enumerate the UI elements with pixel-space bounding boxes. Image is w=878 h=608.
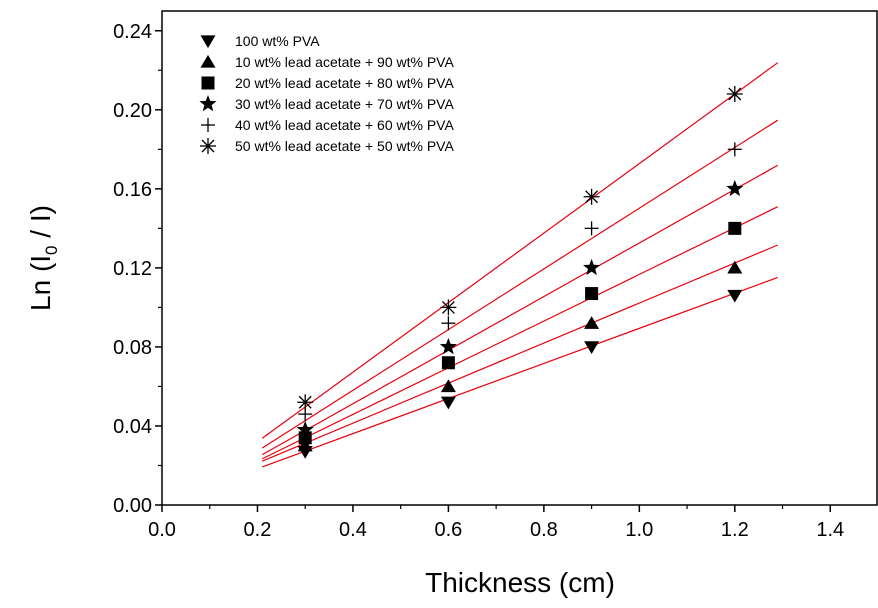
y-tick-label: 0.24: [113, 21, 152, 43]
y-tick-label: 0.20: [113, 100, 152, 122]
data-point-square: [728, 221, 742, 235]
legend: 100 wt% PVA 10 wt% lead acetate + 90 wt% …: [199, 33, 454, 154]
x-tick-label: 0.2: [244, 519, 272, 541]
data-point-square: [441, 356, 455, 370]
data-point-asterisk: [297, 394, 314, 411]
x-tick-label: 0.6: [434, 519, 462, 541]
data-point-asterisk: [440, 299, 457, 316]
data-point-plus: [441, 316, 456, 331]
legend-label: 100 wt% PVA: [235, 33, 320, 49]
y-tick-label: 0.16: [113, 179, 152, 201]
y-tick-label: 0.08: [113, 337, 152, 359]
fit-line: [262, 244, 778, 462]
data-point-triangle-up: [440, 379, 456, 393]
y-tick-label: 0.00: [113, 495, 152, 517]
data-point-triangle-up: [584, 316, 600, 329]
data-point-plus: [727, 142, 742, 157]
legend-symbol-triangle-up: [200, 54, 216, 68]
y-axis-title-end: / I): [25, 205, 56, 245]
data-point-star: [583, 258, 601, 276]
y-axis-title: Ln (I0 / I): [25, 205, 61, 311]
x-tick-label: 1.0: [625, 519, 653, 541]
y-axis-title-main: Ln (I: [25, 255, 56, 311]
legend-label: 10 wt% lead acetate + 90 wt% PVA: [235, 54, 454, 70]
x-tick-label: 0.8: [530, 519, 558, 541]
legend-symbol-asterisk: [200, 138, 216, 154]
data-point-triangle-up: [727, 260, 743, 274]
data-point-triangle-down: [727, 289, 743, 303]
data-point-square: [585, 287, 599, 301]
fit-line: [262, 276, 778, 468]
data-point-asterisk: [583, 188, 600, 205]
data-point-star: [439, 337, 457, 355]
data-point-star: [296, 420, 314, 438]
fit-line: [261, 62, 779, 439]
x-tick-label: 0.0: [148, 519, 176, 541]
fit-lines: [261, 62, 779, 468]
data-point-plus: [584, 221, 599, 236]
y-tick-label: 0.04: [113, 416, 152, 438]
data-point-triangle-down: [440, 396, 456, 410]
legend-label: 30 wt% lead acetate + 70 wt% PVA: [235, 96, 454, 112]
x-tick-label: 1.2: [721, 519, 749, 541]
legend-label: 50 wt% lead acetate + 50 wt% PVA: [235, 138, 454, 154]
data-point-triangle-up: [297, 438, 313, 452]
data-point-asterisk: [726, 85, 743, 102]
fit-line: [261, 206, 779, 460]
data-point-star: [726, 179, 744, 197]
legend-label: 40 wt% lead acetate + 60 wt% PVA: [235, 117, 454, 133]
fit-line: [261, 164, 779, 456]
legend-symbol-square: [201, 76, 215, 90]
x-tick-label: 1.4: [816, 519, 844, 541]
data-point-triangle-down: [584, 341, 600, 355]
y-axis-title-subscript: 0: [42, 245, 61, 254]
x-axis-title: Thickness (cm): [425, 567, 615, 598]
plot-frame: [161, 10, 878, 506]
legend-symbol-star: [199, 95, 217, 112]
legend-symbol-plus: [201, 118, 215, 132]
data-points: [296, 85, 744, 459]
axis-ticks: 0.0 0.2 0.4 0.6 0.8 1.0 1.2 1.4 0.00 0.04 0.08 0.12…: [113, 21, 844, 541]
y-tick-label: 0.12: [113, 258, 152, 280]
legend-symbol-triangle-down: [200, 35, 216, 49]
x-tick-label: 0.4: [339, 519, 367, 541]
fit-line: [261, 119, 779, 449]
legend-label: 20 wt% lead acetate + 80 wt% PVA: [235, 75, 454, 91]
